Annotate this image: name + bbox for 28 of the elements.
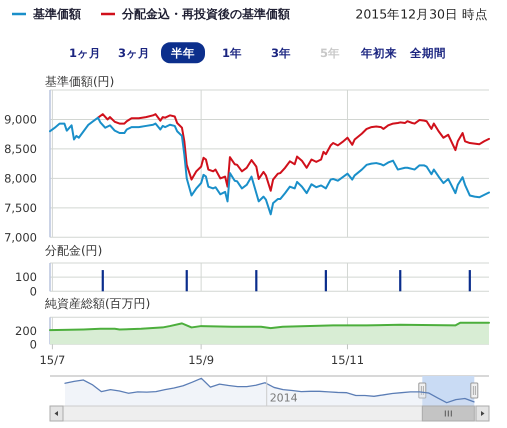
y-tick-label: 0 bbox=[30, 337, 37, 352]
text: 全期間 bbox=[409, 46, 446, 60]
text: 1年 bbox=[222, 46, 242, 60]
text: 3ヶ月 bbox=[118, 46, 150, 60]
y-tick-label: 7,500 bbox=[4, 200, 37, 215]
y-tick-label: 0 bbox=[30, 284, 37, 298]
y-axis-title: 分配金(円) bbox=[45, 244, 102, 258]
text: 3年 bbox=[270, 46, 292, 60]
y-axis-title: 基準価額(円) bbox=[45, 74, 114, 89]
y-tick-label: 200 bbox=[15, 324, 37, 338]
line-series bbox=[96, 113, 490, 192]
y-axis-title: 純資産総額(百万円) bbox=[45, 296, 150, 310]
chart-subtitle: 2015年12月30日 時点 bbox=[355, 6, 488, 22]
x-tick-label: 15/9 bbox=[188, 353, 214, 367]
legend-label: 分配金込・再投資後の基準価額 bbox=[121, 7, 290, 21]
y-tick-label: 8,500 bbox=[4, 142, 37, 156]
text: 半年 bbox=[170, 46, 195, 60]
line-series bbox=[49, 116, 490, 216]
y-tick-label: 7,000 bbox=[4, 230, 37, 244]
y-tick-label: 9,000 bbox=[4, 112, 37, 126]
text: 年初来 bbox=[360, 46, 397, 60]
legend-label: 基準価額 bbox=[32, 7, 81, 21]
y-tick-label: 100 bbox=[15, 270, 37, 284]
x-tick-label: 15/11 bbox=[330, 353, 364, 367]
y-tick-label: 8,000 bbox=[4, 171, 37, 186]
annotation: 2014 bbox=[270, 392, 298, 404]
text: 1ヶ月 bbox=[68, 46, 102, 60]
x-tick-label: 15/7 bbox=[39, 353, 66, 367]
